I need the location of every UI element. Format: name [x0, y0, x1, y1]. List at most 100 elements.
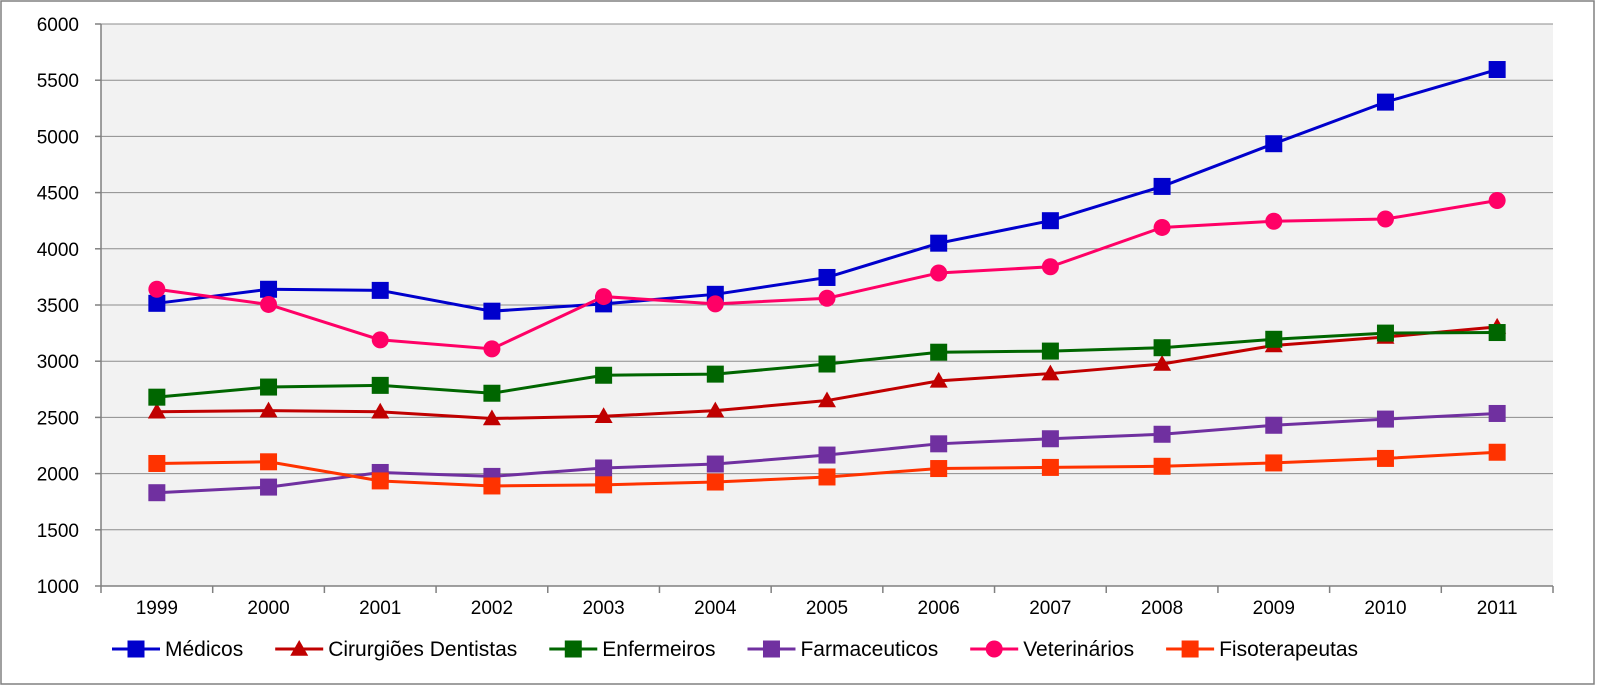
data-point [259, 401, 278, 418]
data-point [148, 454, 166, 472]
data-point [260, 453, 278, 471]
legend-label: Médicos [165, 638, 243, 661]
y-tick-label: 2500 [37, 408, 79, 429]
data-point [706, 295, 724, 313]
data-point [482, 409, 501, 426]
data-point [1265, 212, 1283, 230]
plot-area: 1000 1500 2000 2500 3000 3500 4000 4500 5000 5500… [37, 15, 1554, 619]
x-tick-label: 2002 [471, 598, 513, 619]
y-tick-label: 4500 [37, 184, 79, 205]
data-point [818, 268, 836, 286]
data-point [1488, 61, 1506, 79]
y-tick-label: 1000 [37, 577, 79, 598]
data-point [930, 343, 948, 361]
x-tick-label: 1999 [136, 598, 178, 619]
data-point [1153, 457, 1171, 475]
data-point [1041, 430, 1059, 448]
data-point [1376, 410, 1394, 428]
legend-item: Cirurgiões Dentistas [275, 638, 517, 661]
x-tick-label: 2009 [1253, 598, 1295, 619]
legend: Médicos Cirurgiões Dentistas Enfermeiros Fa… [112, 638, 1358, 661]
data-point [1041, 212, 1059, 230]
data-point [1488, 443, 1506, 461]
data-point [371, 472, 389, 490]
x-tick-label: 2005 [806, 598, 848, 619]
data-point [1376, 93, 1394, 111]
data-point [595, 288, 613, 306]
y-tick-label: 5500 [37, 71, 79, 92]
data-point [371, 376, 389, 394]
legend-item: Médicos [112, 638, 243, 661]
data-point [1265, 454, 1283, 472]
data-point [260, 478, 278, 496]
data-point [371, 281, 389, 299]
legend-label: Cirurgiões Dentistas [328, 638, 517, 661]
data-point [818, 468, 836, 486]
data-point [1153, 425, 1171, 443]
data-point [929, 371, 948, 388]
data-point [706, 473, 724, 491]
x-tick-label: 2004 [694, 598, 737, 619]
legend-item: Fisoterapeutas [1166, 638, 1358, 661]
data-point [930, 460, 948, 478]
data-point [260, 378, 278, 396]
data-point [1488, 404, 1506, 422]
data-point [930, 234, 948, 252]
data-point [148, 294, 166, 312]
legend-marker [762, 640, 780, 658]
data-point [148, 484, 166, 502]
data-point [706, 365, 724, 383]
data-point [1041, 458, 1059, 476]
x-tick-label: 2007 [1029, 598, 1071, 619]
legend-marker [985, 640, 1003, 658]
data-point [1376, 210, 1394, 228]
data-point [260, 295, 278, 313]
data-point [1041, 342, 1059, 360]
x-tick-label: 2010 [1364, 598, 1406, 619]
y-tick-label: 1500 [37, 521, 79, 542]
data-point [1265, 416, 1283, 434]
data-point [595, 476, 613, 494]
data-point [706, 455, 724, 473]
data-point [483, 477, 501, 495]
data-point [1376, 324, 1394, 342]
data-point [818, 446, 836, 464]
y-tick-label: 3500 [37, 296, 79, 317]
x-tick-label: 2006 [918, 598, 960, 619]
legend-item: Farmaceuticos [747, 638, 938, 661]
data-point [148, 280, 166, 298]
legend-marker [290, 640, 309, 656]
data-point [148, 388, 166, 406]
data-point [818, 391, 836, 408]
data-point [930, 264, 948, 282]
data-point [1265, 135, 1283, 153]
legend-marker [564, 640, 582, 658]
data-point [1488, 191, 1506, 209]
data-point [595, 459, 613, 477]
data-point [1488, 324, 1506, 342]
data-point [483, 384, 501, 402]
data-point [1153, 177, 1171, 195]
x-tick-label: 2003 [582, 598, 624, 619]
legend-label: Fisoterapeutas [1219, 638, 1358, 661]
data-point [1153, 218, 1171, 236]
x-tick-label: 2000 [247, 598, 289, 619]
data-point [706, 401, 725, 418]
y-tick-label: 5000 [37, 127, 79, 148]
y-tick-label: 6000 [37, 15, 79, 36]
data-point [818, 289, 836, 307]
x-tick-label: 2008 [1141, 598, 1183, 619]
data-point [371, 331, 389, 349]
data-point [483, 340, 501, 358]
x-tick-label: 2011 [1477, 598, 1518, 619]
legend-label: Veterinários [1023, 638, 1134, 661]
data-point [371, 402, 390, 419]
data-point [147, 402, 166, 419]
legend-item: Enfermeiros [549, 638, 715, 661]
data-point [1376, 449, 1394, 467]
data-point [1041, 258, 1059, 276]
data-point [1153, 339, 1171, 357]
y-tick-label: 2000 [37, 465, 79, 486]
